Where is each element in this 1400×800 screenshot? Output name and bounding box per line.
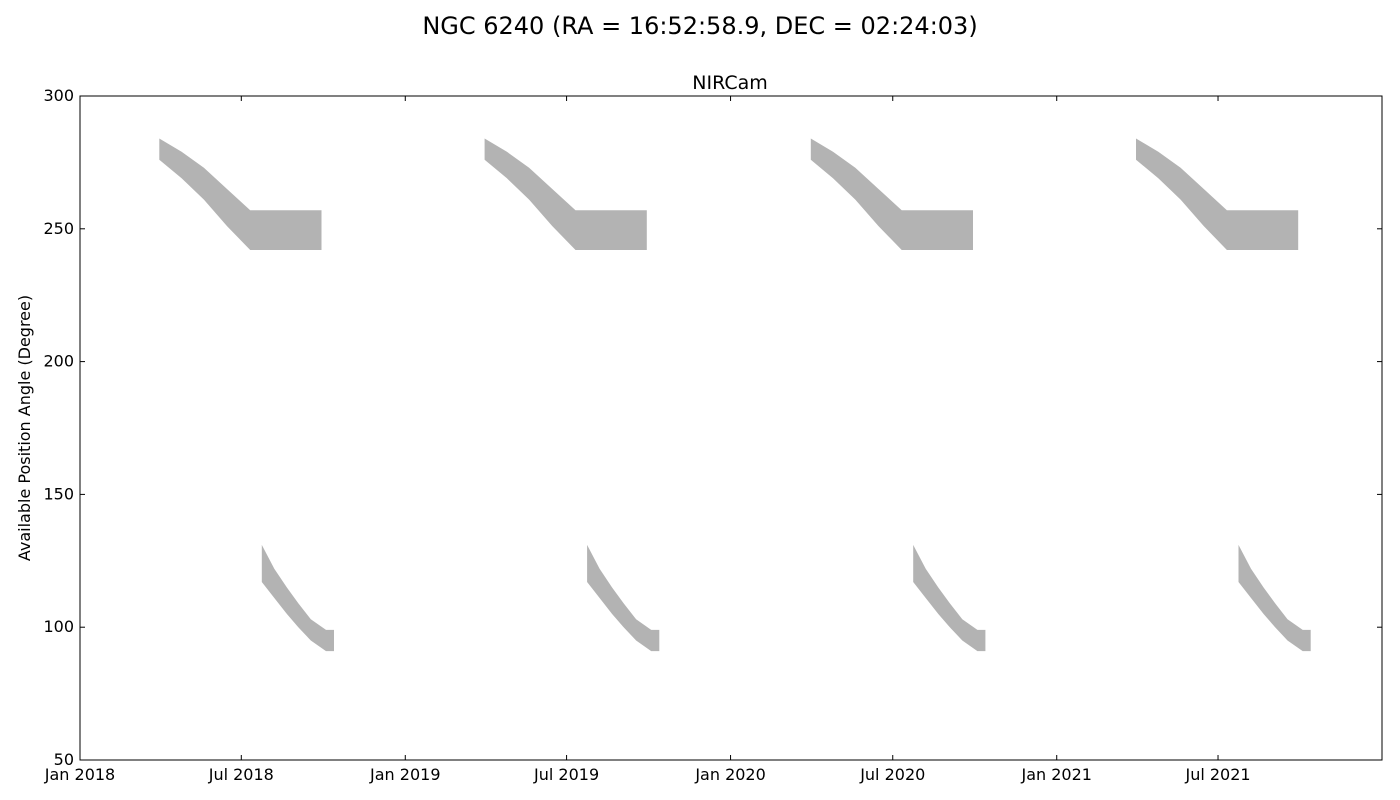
visibility-window-7 xyxy=(1238,544,1311,652)
x-tick-label: Jul 2020 xyxy=(859,765,925,784)
visibility-window-1 xyxy=(261,544,334,652)
y-tick-label: 300 xyxy=(43,86,74,105)
visibility-window-3 xyxy=(587,544,660,652)
visibility-window-2 xyxy=(484,138,647,250)
y-tick-label: 50 xyxy=(54,750,74,769)
x-tick-label: Jul 2019 xyxy=(533,765,599,784)
x-tick-label: Jan 2020 xyxy=(694,765,765,784)
x-tick-label: Jan 2021 xyxy=(1020,765,1091,784)
x-tick-label: Jul 2021 xyxy=(1184,765,1250,784)
visibility-window-6 xyxy=(1136,138,1299,250)
y-tick-label: 150 xyxy=(43,484,74,503)
y-axis-label: Available Position Angle (Degree) xyxy=(15,295,34,561)
y-tick-label: 250 xyxy=(43,219,74,238)
x-tick-label: Jan 2018 xyxy=(44,765,115,784)
x-tick-label: Jul 2018 xyxy=(208,765,274,784)
figure-title: NGC 6240 (RA = 16:52:58.9, DEC = 02:24:0… xyxy=(422,12,977,40)
chart-title: NIRCam xyxy=(692,72,768,94)
axis-ticks: Jan 2018 Jul 2018 Jan 2019 Jul 2019 Jan 2020… xyxy=(43,86,1382,784)
visibility-window-0 xyxy=(159,138,322,250)
y-tick-label: 100 xyxy=(43,617,74,636)
plot-frame xyxy=(79,95,1383,761)
visibility-windows xyxy=(159,138,1311,652)
visibility-window-4 xyxy=(810,138,973,250)
y-tick-label: 200 xyxy=(43,352,74,371)
x-tick-label: Jan 2019 xyxy=(369,765,440,784)
visibility-window-5 xyxy=(913,544,986,652)
